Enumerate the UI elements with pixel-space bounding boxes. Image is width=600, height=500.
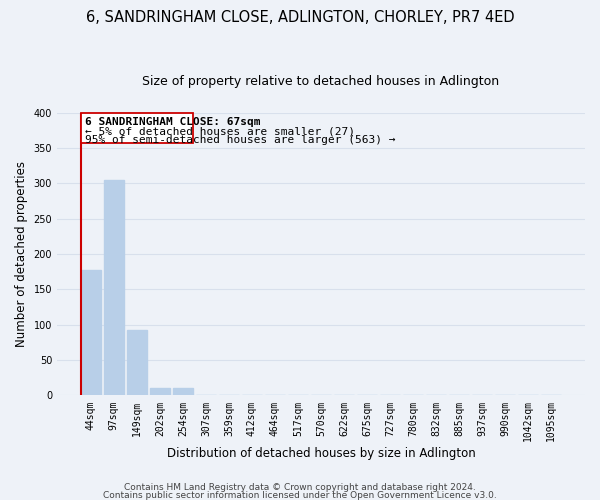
Bar [150,388,170,396]
Bar [104,180,124,396]
Text: 6, SANDRINGHAM CLOSE, ADLINGTON, CHORLEY, PR7 4ED: 6, SANDRINGHAM CLOSE, ADLINGTON, CHORLEY… [86,10,514,25]
X-axis label: Distribution of detached houses by size in Adlington: Distribution of detached houses by size … [167,447,475,460]
Bar [541,395,561,396]
Text: ← 5% of detached houses are smaller (27): ← 5% of detached houses are smaller (27) [85,126,355,136]
Text: 6 SANDRINGHAM CLOSE: 67sqm: 6 SANDRINGHAM CLOSE: 67sqm [85,117,260,127]
Text: Contains HM Land Registry data © Crown copyright and database right 2024.: Contains HM Land Registry data © Crown c… [124,484,476,492]
FancyBboxPatch shape [81,114,193,143]
Bar [173,388,193,396]
Title: Size of property relative to detached houses in Adlington: Size of property relative to detached ho… [142,75,500,88]
Bar [127,330,146,396]
Bar [81,270,101,396]
Y-axis label: Number of detached properties: Number of detached properties [15,161,28,347]
Bar [265,395,285,396]
Text: Contains public sector information licensed under the Open Government Licence v3: Contains public sector information licen… [103,490,497,500]
Text: 95% of semi-detached houses are larger (563) →: 95% of semi-detached houses are larger (… [85,136,395,145]
